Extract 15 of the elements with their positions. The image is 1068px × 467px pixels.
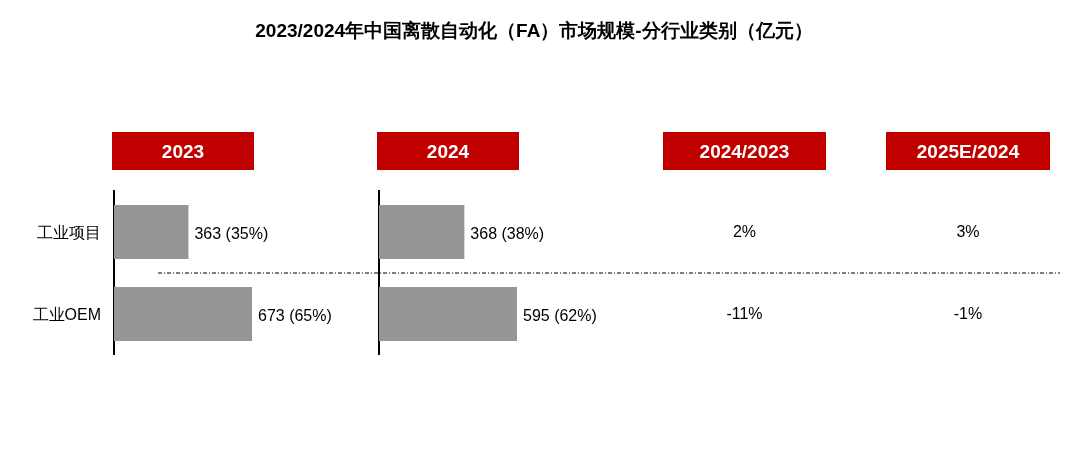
chart-subtitle: 2023 [161,141,205,162]
y-tick-label: 工业OEM [32,306,101,323]
data-label: 368 (38%) [470,225,545,242]
chart-subtitle: 2024 [426,141,470,162]
y-tick-label: 工业项目 [37,224,101,241]
text: 2023/2024年中国离散自动化（FA）市场规模-分行业类别（亿元） [255,20,813,41]
text: -1% [953,305,983,322]
data-label: 363 (35%) [194,225,269,242]
text: 2025E/2024 [916,141,1020,162]
text: -11% [726,305,763,322]
text: 3% [956,223,980,240]
text: 2% [732,223,757,240]
data-label: 595 (62%) [523,307,597,324]
data-label: 673 (65%) [258,307,332,324]
text: 2024/2023 [699,141,790,162]
